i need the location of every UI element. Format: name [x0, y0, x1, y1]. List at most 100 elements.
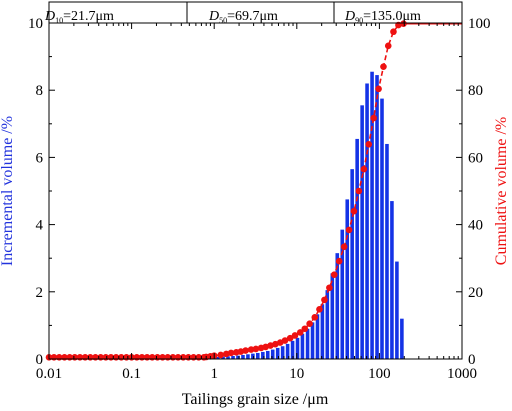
- d50-letter: D: [208, 9, 219, 24]
- y-left-tick-label: 2: [36, 285, 44, 301]
- y-left-axis-title: Incremental volume /%: [0, 116, 16, 266]
- incremental-bars: [50, 71, 404, 359]
- plot-frame: [48, 1, 463, 360]
- incremental-bar: [390, 201, 394, 359]
- incremental-bar: [315, 314, 320, 359]
- cumulative-point: [390, 28, 397, 36]
- cumulative-point: [335, 257, 343, 265]
- cumulative-point: [242, 347, 249, 354]
- cumulative-point: [321, 296, 328, 304]
- incremental-bar: [216, 356, 220, 359]
- incremental-bar: [375, 75, 379, 359]
- cumulative-series: [45, 20, 462, 361]
- d50-label: D50=69.7μm: [208, 9, 278, 25]
- incremental-bar: [365, 83, 369, 359]
- d10-value: =21.7μm: [63, 9, 114, 24]
- incremental-bar: [236, 355, 240, 359]
- x-tick-label: 1: [210, 366, 218, 382]
- cumulative-point: [384, 42, 392, 50]
- x-tick-label: 1000: [447, 366, 477, 382]
- incremental-bar: [370, 71, 374, 359]
- incremental-bar: [360, 105, 364, 359]
- cumulative-point: [311, 314, 319, 321]
- incremental-bar: [385, 143, 389, 359]
- incremental-bar: [380, 98, 384, 359]
- d90-value: =135.0μm: [363, 9, 421, 24]
- cumulative-point: [252, 345, 260, 353]
- y-right-tick-label: 40: [468, 218, 483, 234]
- incremental-bar: [330, 273, 335, 359]
- cumulative-point: [291, 332, 299, 339]
- incremental-bar: [340, 229, 345, 359]
- y-right-tick-label: 20: [468, 285, 483, 301]
- incremental-bar: [241, 354, 245, 359]
- cumulative-point: [296, 329, 304, 336]
- incremental-bar: [305, 328, 310, 359]
- incremental-bar: [325, 290, 330, 359]
- d10-letter: D: [44, 9, 55, 24]
- incremental-bar: [310, 322, 315, 359]
- plot-border: [48, 1, 463, 360]
- x-tick-label: 0.01: [36, 366, 62, 382]
- cumulative-point: [380, 63, 387, 70]
- d90-subscript: 90: [355, 16, 363, 25]
- cumulative-point: [345, 226, 353, 234]
- cumulative-point: [350, 207, 358, 215]
- incremental-bar: [221, 356, 225, 359]
- cumulative-point: [330, 271, 338, 278]
- incremental-bar: [295, 337, 300, 359]
- incremental-bar: [275, 347, 280, 359]
- cumulative-point: [286, 334, 294, 342]
- cumulative-point: [375, 85, 382, 93]
- cumulative-point: [365, 140, 373, 148]
- incremental-bar: [280, 346, 285, 359]
- stats-header: D10=21.7μm D50=69.7μm D90=135.0μm: [44, 9, 421, 25]
- cumulative-point: [306, 320, 313, 328]
- x-tick-label: 100: [368, 366, 391, 382]
- incremental-bar: [270, 349, 275, 359]
- d50-value: =69.7μm: [227, 9, 278, 24]
- incremental-bar: [320, 304, 325, 359]
- incremental-bar: [355, 138, 359, 359]
- y-left-tick-label: 6: [36, 150, 44, 166]
- incremental-bar: [350, 169, 354, 359]
- y-right-tick-label: 60: [468, 150, 483, 166]
- incremental-bar: [285, 343, 290, 359]
- incremental-bar: [300, 333, 305, 359]
- y-right-tick-label: 80: [468, 83, 483, 99]
- incremental-bar: [345, 199, 350, 359]
- incremental-bar: [261, 351, 265, 359]
- cumulative-point: [400, 20, 407, 27]
- cumulative-point: [360, 165, 368, 173]
- cumulative-point: [301, 325, 309, 333]
- incremental-bar: [226, 356, 230, 359]
- incremental-bar: [290, 340, 295, 359]
- incremental-bar: [251, 353, 255, 359]
- d10-subscript: 10: [55, 16, 63, 25]
- y-right-axis-title: Cumulative volume /%: [493, 117, 510, 265]
- y-left-tick-label: 4: [36, 218, 44, 234]
- y-right-tick-label: 100: [468, 16, 491, 32]
- cumulative-point: [340, 243, 348, 251]
- cumulative-point: [326, 284, 333, 292]
- cumulative-point: [316, 305, 323, 313]
- y-left-tick-label: 10: [28, 16, 43, 32]
- x-tick-label: 0.1: [122, 366, 141, 382]
- cumulative-line: [49, 22, 404, 359]
- incremental-bar: [265, 350, 270, 359]
- y-right-tick-label: 0: [468, 352, 476, 368]
- cumulative-point: [281, 337, 289, 344]
- y-left-tick-label: 8: [36, 83, 44, 99]
- d50-subscript: 50: [219, 16, 227, 25]
- incremental-bar: [255, 352, 260, 359]
- incremental-bar: [335, 253, 340, 359]
- d90-label: D90=135.0μm: [344, 9, 421, 25]
- incremental-bar: [395, 261, 399, 359]
- incremental-bar: [231, 355, 235, 359]
- incremental-bar: [400, 318, 404, 359]
- x-axis-title: Tailings grain size /μm: [182, 391, 329, 408]
- cumulative-point: [370, 114, 377, 122]
- cumulative-point: [227, 349, 235, 357]
